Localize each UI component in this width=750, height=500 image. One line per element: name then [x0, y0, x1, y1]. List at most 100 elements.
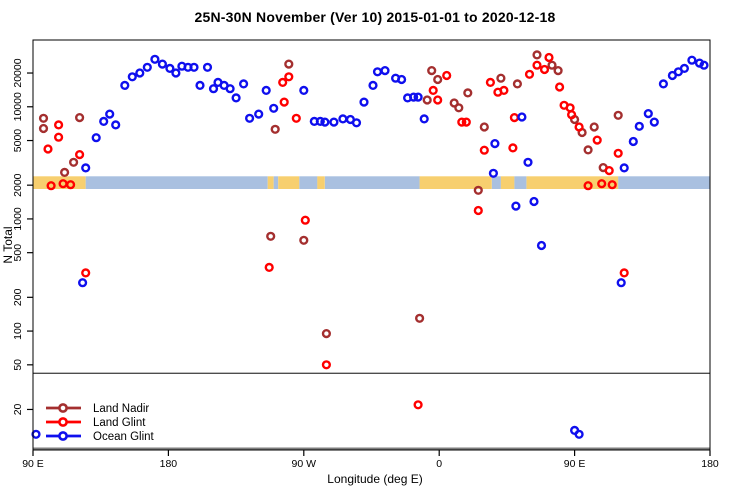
data-point-land_glint: [524, 69, 535, 79]
map-band-segment-ocean: [299, 176, 318, 189]
data-point-land_glint: [607, 180, 617, 190]
data-point-land_nadir: [589, 122, 599, 132]
legend-label-ocean_glint: Ocean Glint: [93, 431, 155, 443]
map-band-segment-land: [278, 176, 300, 189]
legend-label-land_nadir: Land Nadir: [93, 403, 149, 415]
series-land_glint: [43, 52, 629, 410]
data-point-land_nadir: [532, 50, 542, 60]
data-point-ocean_glint: [142, 62, 152, 72]
data-point-ocean_glint: [315, 116, 325, 127]
data-point-ocean_glint: [634, 121, 644, 131]
data-point-ocean_glint: [195, 80, 205, 91]
data-point-land_nadir: [74, 112, 85, 123]
data-point-ocean_glint: [245, 113, 255, 123]
data-point-land_nadir: [463, 88, 473, 98]
map-band-segment-land: [419, 176, 492, 189]
data-point-ocean_glint: [202, 62, 213, 72]
data-point-land_glint: [53, 132, 64, 142]
data-point-ocean_glint: [171, 68, 181, 78]
y-tick-label: 1000: [12, 207, 24, 231]
data-point-ocean_glint: [81, 163, 91, 173]
data-point-land_glint: [544, 52, 554, 63]
data-point-ocean_glint: [329, 117, 339, 127]
data-point-land_glint: [566, 110, 577, 120]
data-point-land_glint: [597, 179, 607, 189]
y-tick-label: 500: [12, 244, 24, 262]
data-point-land_glint: [433, 95, 443, 105]
data-point-ocean_glint: [150, 54, 160, 64]
x-axis-label: Longitude (deg E): [327, 472, 423, 486]
data-point-land_glint: [321, 360, 332, 370]
legend-marker-circle-ocean_glint: [58, 431, 68, 441]
data-point-land_glint: [532, 60, 542, 70]
data-point-ocean_glint: [413, 92, 423, 102]
data-point-land_glint: [619, 268, 629, 278]
data-point-ocean_glint: [511, 201, 521, 211]
data-point-ocean_glint: [239, 79, 249, 89]
data-point-land_nadir: [415, 313, 425, 323]
data-point-land_nadir: [613, 110, 623, 120]
chart-title: 25N-30N November (Ver 10) 2015-01-01 to …: [194, 9, 556, 25]
data-point-ocean_glint: [111, 120, 121, 130]
data-point-land_glint: [613, 148, 623, 158]
data-point-land_glint: [442, 70, 452, 81]
data-point-ocean_glint: [269, 103, 279, 113]
legend: Land Nadir Land Glint Ocean Glint: [46, 403, 155, 443]
data-point-ocean_glint: [529, 196, 539, 207]
data-point-land_glint: [457, 117, 467, 127]
data-point-ocean_glint: [517, 112, 527, 122]
data-point-land_nadir: [270, 124, 280, 134]
data-point-ocean_glint: [351, 118, 362, 128]
data-point-ocean_glint: [338, 114, 348, 124]
series-ocean_glint: [31, 54, 709, 439]
data-point-ocean_glint: [77, 278, 88, 288]
data-point-ocean_glint: [91, 133, 101, 143]
map-band-segment-ocean: [273, 176, 279, 189]
map-band-segment-ocean: [491, 176, 501, 189]
data-point-ocean_glint: [628, 136, 638, 147]
data-point-ocean_glint: [488, 168, 499, 178]
x-tick-label: 0: [436, 458, 442, 470]
data-point-land_glint: [604, 166, 614, 176]
data-point-land_nadir: [38, 123, 49, 134]
y-axis: 20 50 100 200 500 1000 2000 5000 10000 20000: [12, 58, 33, 415]
data-point-land_glint: [46, 181, 56, 191]
data-point-ocean_glint: [157, 59, 168, 69]
data-point-land_nadir: [496, 73, 506, 83]
y-tick-label: 200: [12, 288, 24, 306]
y-tick-label: 10000: [12, 92, 24, 121]
data-point-land_nadir: [299, 235, 309, 245]
data-point-land_nadir: [473, 185, 483, 195]
y-axis-label: N Total: [1, 226, 15, 264]
data-point-ocean_glint: [105, 109, 115, 119]
legend-marker-circle-land_nadir: [58, 403, 68, 413]
data-point-ocean_glint: [368, 80, 378, 91]
y-tick-label: 100: [12, 322, 24, 340]
data-point-land_glint: [43, 144, 53, 154]
data-point-ocean_glint: [619, 163, 629, 173]
data-point-ocean_glint: [165, 63, 175, 74]
map-band-segment-land: [267, 176, 274, 189]
data-point-ocean_glint: [616, 278, 626, 288]
y-tick-label: 2000: [12, 173, 24, 197]
data-point-ocean_glint: [120, 80, 130, 91]
data-point-land_glint: [565, 103, 575, 113]
data-point-land_glint: [554, 82, 565, 92]
data-point-land_glint: [592, 135, 602, 145]
world-map-strip: [33, 176, 710, 189]
data-point-land_nadir: [547, 60, 557, 70]
data-point-ocean_glint: [699, 60, 709, 70]
legend-label-land_glint: Land Glint: [93, 417, 146, 429]
data-point-land_glint: [291, 113, 301, 123]
data-point-ocean_glint: [99, 116, 109, 127]
data-point-ocean_glint: [679, 63, 690, 74]
data-point-land_glint: [479, 145, 489, 155]
data-point-ocean_glint: [523, 157, 533, 167]
data-point-ocean_glint: [419, 114, 429, 124]
data-point-ocean_glint: [490, 139, 500, 149]
data-point-ocean_glint: [225, 84, 235, 94]
data-point-land_glint: [574, 122, 584, 132]
data-point-ocean_glint: [208, 84, 219, 94]
data-point-land_glint: [509, 112, 520, 123]
